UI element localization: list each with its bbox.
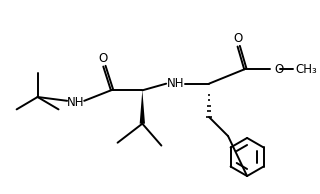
Text: NH: NH <box>167 77 184 90</box>
Text: O: O <box>99 52 108 65</box>
Text: O: O <box>275 63 284 76</box>
Polygon shape <box>140 90 145 124</box>
Text: O: O <box>233 32 242 45</box>
Text: CH₃: CH₃ <box>296 63 317 76</box>
Text: NH: NH <box>67 96 84 109</box>
